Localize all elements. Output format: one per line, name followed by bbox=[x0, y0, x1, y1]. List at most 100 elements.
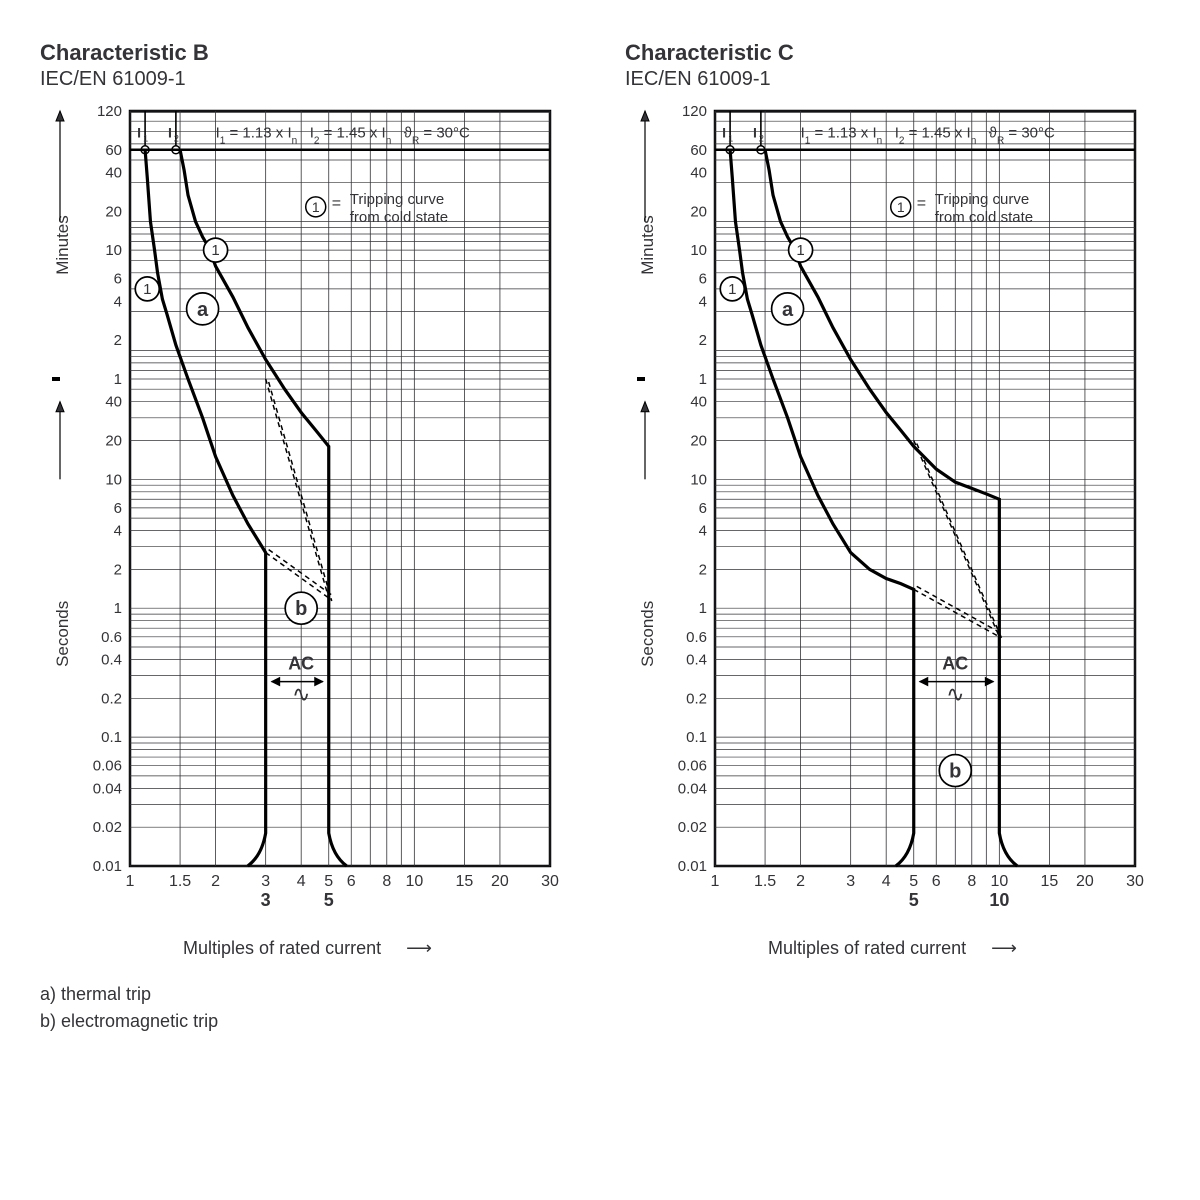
svg-text:AC: AC bbox=[942, 654, 968, 674]
svg-text:0.2: 0.2 bbox=[101, 690, 122, 707]
svg-text:40: 40 bbox=[105, 165, 122, 182]
svg-text:30: 30 bbox=[541, 873, 559, 890]
svg-text:I: I bbox=[753, 124, 757, 140]
svg-text:from cold state: from cold state bbox=[935, 209, 1033, 226]
svg-text:6: 6 bbox=[114, 271, 122, 288]
svg-text:40: 40 bbox=[690, 394, 707, 411]
svg-text:0.02: 0.02 bbox=[678, 819, 707, 836]
svg-text:1: 1 bbox=[211, 242, 219, 259]
svg-text:6: 6 bbox=[114, 500, 122, 517]
svg-text:0.06: 0.06 bbox=[678, 758, 707, 775]
svg-text:0.1: 0.1 bbox=[101, 729, 122, 746]
svg-text:=: = bbox=[917, 195, 926, 212]
svg-text:8: 8 bbox=[967, 873, 976, 890]
svg-text:30: 30 bbox=[1126, 873, 1144, 890]
svg-text:b: b bbox=[295, 598, 307, 620]
svg-text:1: 1 bbox=[143, 133, 148, 143]
svg-text:10: 10 bbox=[405, 873, 423, 890]
svg-text:0.06: 0.06 bbox=[93, 758, 122, 775]
svg-text:5: 5 bbox=[324, 873, 333, 890]
footnotes: a) thermal trip b) electromagnetic trip bbox=[40, 981, 1160, 1035]
svg-text:0.04: 0.04 bbox=[93, 780, 122, 797]
svg-text:20: 20 bbox=[105, 203, 122, 220]
svg-text:I: I bbox=[722, 124, 726, 140]
svg-text:∿: ∿ bbox=[292, 682, 310, 707]
svg-text:40: 40 bbox=[690, 165, 707, 182]
svg-text:2: 2 bbox=[699, 561, 707, 578]
chart-b-panel: Characteristic B IEC/EN 61009-1 1 1.5 2 3 4 5… bbox=[40, 40, 575, 959]
svg-text:I: I bbox=[137, 124, 141, 140]
svg-text:2: 2 bbox=[759, 133, 764, 143]
svg-text:Seconds: Seconds bbox=[638, 601, 657, 667]
chart-c-panel: Characteristic C IEC/EN 61009-1 11.52345… bbox=[625, 40, 1160, 959]
svg-text:2: 2 bbox=[174, 133, 179, 143]
svg-text:20: 20 bbox=[105, 433, 122, 450]
svg-text:1: 1 bbox=[114, 371, 122, 388]
chart-b-subtitle: IEC/EN 61009-1 bbox=[40, 68, 575, 91]
svg-text:2: 2 bbox=[699, 332, 707, 349]
svg-text:Seconds: Seconds bbox=[53, 601, 72, 667]
svg-text:0.6: 0.6 bbox=[101, 629, 122, 646]
svg-text:3: 3 bbox=[846, 873, 855, 890]
svg-text:6: 6 bbox=[932, 873, 941, 890]
svg-text:2: 2 bbox=[796, 873, 805, 890]
svg-text:2: 2 bbox=[114, 332, 122, 349]
svg-text:Tripping curve: Tripping curve bbox=[935, 191, 1029, 208]
svg-text:10: 10 bbox=[690, 471, 707, 488]
arrow-right-icon: ⟶ bbox=[991, 938, 1017, 958]
svg-text:0.02: 0.02 bbox=[93, 819, 122, 836]
svg-text:∿: ∿ bbox=[946, 682, 964, 707]
svg-text:1: 1 bbox=[312, 199, 320, 215]
chart-c-xlabel: Multiples of rated current ⟶ bbox=[625, 938, 1160, 959]
svg-text:10: 10 bbox=[989, 890, 1009, 910]
svg-text:AC: AC bbox=[288, 654, 314, 674]
svg-text:40: 40 bbox=[105, 394, 122, 411]
svg-text:0.2: 0.2 bbox=[686, 690, 707, 707]
svg-text:8: 8 bbox=[382, 873, 391, 890]
svg-text:1: 1 bbox=[711, 873, 720, 890]
svg-text:I1 = 1.13 x In I2 = 1.45 x I: I1 = 1.13 x In I2 = 1.45 x In ϑR = 30°C bbox=[801, 124, 1055, 146]
svg-text:from cold state: from cold state bbox=[350, 209, 448, 226]
chart-b-title: Characteristic B bbox=[40, 40, 575, 66]
svg-text:I1 = 1.13 x In I2 = 1.45 x I: I1 = 1.13 x In I2 = 1.45 x In ϑR = 30°C bbox=[216, 124, 470, 146]
svg-text:4: 4 bbox=[699, 523, 707, 540]
svg-text:0.04: 0.04 bbox=[678, 780, 707, 797]
svg-text:5: 5 bbox=[909, 890, 919, 910]
svg-text:4: 4 bbox=[114, 523, 122, 540]
svg-text:1: 1 bbox=[728, 133, 733, 143]
chart-b-svg-container: 11.523456810152030350.010.020.040.060.10… bbox=[40, 101, 575, 926]
svg-text:20: 20 bbox=[491, 873, 509, 890]
svg-text:1: 1 bbox=[126, 873, 135, 890]
svg-text:1: 1 bbox=[728, 281, 736, 298]
arrow-right-icon: ⟶ bbox=[406, 938, 432, 958]
svg-text:=: = bbox=[332, 195, 341, 212]
svg-text:10: 10 bbox=[105, 471, 122, 488]
svg-text:3: 3 bbox=[261, 873, 270, 890]
svg-text:2: 2 bbox=[211, 873, 220, 890]
svg-text:a: a bbox=[197, 299, 209, 321]
svg-text:15: 15 bbox=[456, 873, 474, 890]
svg-text:120: 120 bbox=[97, 103, 122, 120]
svg-text:120: 120 bbox=[682, 103, 707, 120]
svg-text:1: 1 bbox=[796, 242, 804, 259]
chart-c-title: Characteristic C bbox=[625, 40, 1160, 66]
svg-text:6: 6 bbox=[699, 271, 707, 288]
svg-text:20: 20 bbox=[1076, 873, 1094, 890]
chart-b-xlabel: Multiples of rated current ⟶ bbox=[40, 938, 575, 959]
svg-text:1.5: 1.5 bbox=[169, 873, 191, 890]
svg-text:1: 1 bbox=[699, 600, 707, 617]
svg-text:1: 1 bbox=[897, 199, 905, 215]
svg-text:4: 4 bbox=[114, 293, 122, 310]
svg-text:Tripping curve: Tripping curve bbox=[350, 191, 444, 208]
xlabel-text: Multiples of rated current bbox=[183, 938, 381, 958]
footnote-b: b) electromagnetic trip bbox=[40, 1008, 1160, 1035]
svg-text:4: 4 bbox=[882, 873, 891, 890]
svg-text:60: 60 bbox=[690, 142, 707, 159]
svg-text:0.01: 0.01 bbox=[93, 858, 122, 875]
svg-text:10: 10 bbox=[105, 242, 122, 259]
xlabel-text: Multiples of rated current bbox=[768, 938, 966, 958]
svg-text:60: 60 bbox=[105, 142, 122, 159]
chart-c-svg-container: 11.5234568101520305100.010.020.040.060.1… bbox=[625, 101, 1160, 926]
charts-container: Characteristic B IEC/EN 61009-1 1 1.5 2 3 4 5… bbox=[40, 40, 1160, 959]
svg-text:4: 4 bbox=[699, 293, 707, 310]
